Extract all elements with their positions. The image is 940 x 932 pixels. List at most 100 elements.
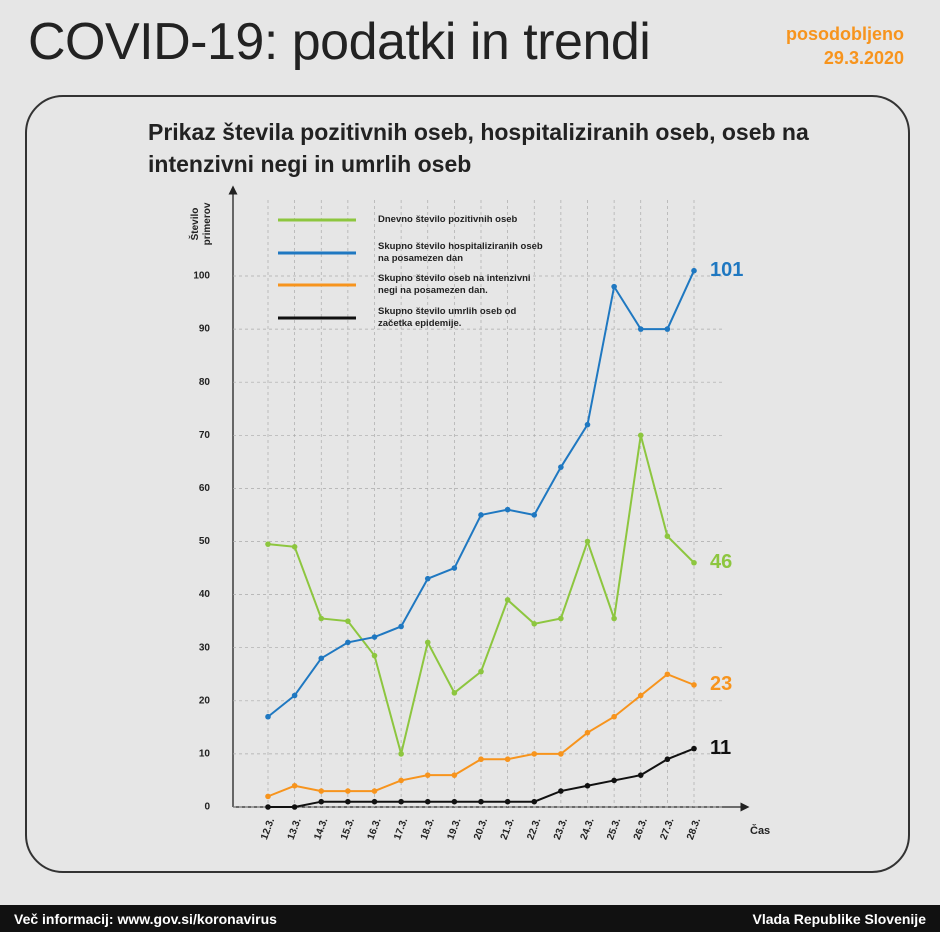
y-tick-label: 40: [199, 589, 211, 600]
end-label: 46: [710, 551, 732, 573]
x-tick-label: 20.3.: [472, 817, 490, 842]
footer-left: Več informacij: www.gov.si/koronavirus: [14, 911, 277, 927]
point: [664, 326, 671, 332]
point: [664, 533, 671, 539]
update-info: posodobljeno 29.3.2020: [786, 22, 904, 70]
point: [424, 639, 431, 646]
point: [424, 798, 431, 805]
point: [478, 798, 484, 805]
x-tick-label: 17.3.: [392, 817, 410, 842]
point: [664, 671, 671, 678]
point: [451, 690, 458, 696]
point: [504, 756, 511, 763]
point: [558, 615, 564, 622]
point: [611, 283, 617, 290]
point: [291, 692, 298, 699]
point: [345, 798, 351, 805]
x-tick-label: 13.3.: [286, 817, 304, 842]
point: [424, 575, 431, 582]
x-tick-label: 14.3.: [312, 817, 330, 842]
y-tick-label: 80: [199, 377, 211, 388]
point: [531, 751, 538, 757]
point: [451, 772, 458, 778]
point: [531, 621, 538, 627]
x-tick-label: 22.3.: [525, 817, 543, 842]
point: [504, 506, 511, 513]
point: [664, 756, 671, 763]
point: [691, 559, 697, 566]
point: [265, 804, 271, 810]
y-tick-label: 20: [199, 695, 211, 706]
point: [345, 639, 351, 646]
x-tick-label: 19.3.: [446, 817, 464, 842]
point: [584, 782, 591, 789]
point: [398, 777, 404, 784]
point: [265, 793, 271, 800]
point: [531, 798, 538, 805]
y-tick-label: 100: [193, 271, 210, 282]
series-line: [267, 270, 695, 718]
x-tick-label: 25.3.: [605, 817, 623, 842]
point: [558, 464, 564, 470]
x-axis-label: Čas: [750, 824, 770, 837]
y-tick-label: 0: [204, 802, 210, 813]
y-tick-label: 60: [199, 483, 211, 494]
end-label: 11: [710, 737, 731, 759]
footer-right: Vlada Republike Slovenije: [752, 911, 926, 927]
page-title: COVID-19: podatki in trendi: [28, 13, 651, 71]
point: [691, 267, 697, 274]
point: [291, 804, 298, 810]
x-tick-label: 28.3.: [685, 817, 703, 842]
point: [611, 777, 617, 784]
point: [424, 772, 431, 778]
point: [371, 788, 378, 794]
y-tick-label: 10: [199, 749, 211, 760]
point: [691, 745, 697, 752]
point: [265, 541, 271, 547]
x-tick-label: 16.3.: [366, 817, 384, 842]
point: [371, 634, 378, 640]
point: [531, 512, 538, 518]
point: [637, 692, 644, 699]
point: [291, 782, 298, 789]
point: [265, 713, 271, 720]
point: [291, 544, 298, 550]
point: [398, 751, 404, 757]
point: [504, 597, 511, 603]
point: [611, 713, 617, 720]
point: [345, 618, 351, 624]
end-label: 23: [710, 673, 732, 695]
point: [478, 512, 484, 518]
end-label: 101: [710, 259, 743, 281]
point: [318, 615, 325, 622]
update-date: 29.3.2020: [823, 48, 904, 68]
update-label: posodobljeno: [786, 24, 904, 44]
point: [504, 798, 511, 805]
x-tick-label: 21.3.: [499, 817, 517, 842]
point: [637, 432, 644, 439]
point: [451, 565, 458, 571]
point: [558, 751, 564, 757]
y-tick-label: 70: [199, 430, 211, 441]
point: [371, 798, 378, 805]
point: [345, 788, 351, 794]
y-tick-label: 50: [199, 536, 211, 547]
x-tick-label: 15.3.: [339, 817, 357, 842]
point: [478, 756, 484, 763]
point: [318, 788, 325, 794]
point: [371, 652, 378, 659]
x-tick-label: 23.3.: [552, 817, 570, 842]
point: [691, 682, 697, 688]
point: [611, 615, 617, 622]
legend-label: Skupno število hospitaliziranih oseb na …: [378, 241, 543, 264]
legend-label: Dnevno število pozitivnih oseb: [378, 214, 518, 225]
y-axis-label: Število primerov: [190, 202, 213, 246]
chart-frame: [25, 95, 910, 873]
x-tick-label: 18.3.: [419, 817, 437, 842]
y-tick-label: 30: [199, 642, 211, 653]
x-tick-label: 26.3.: [632, 817, 650, 842]
point: [584, 538, 591, 545]
x-tick-label: 24.3.: [579, 817, 597, 842]
